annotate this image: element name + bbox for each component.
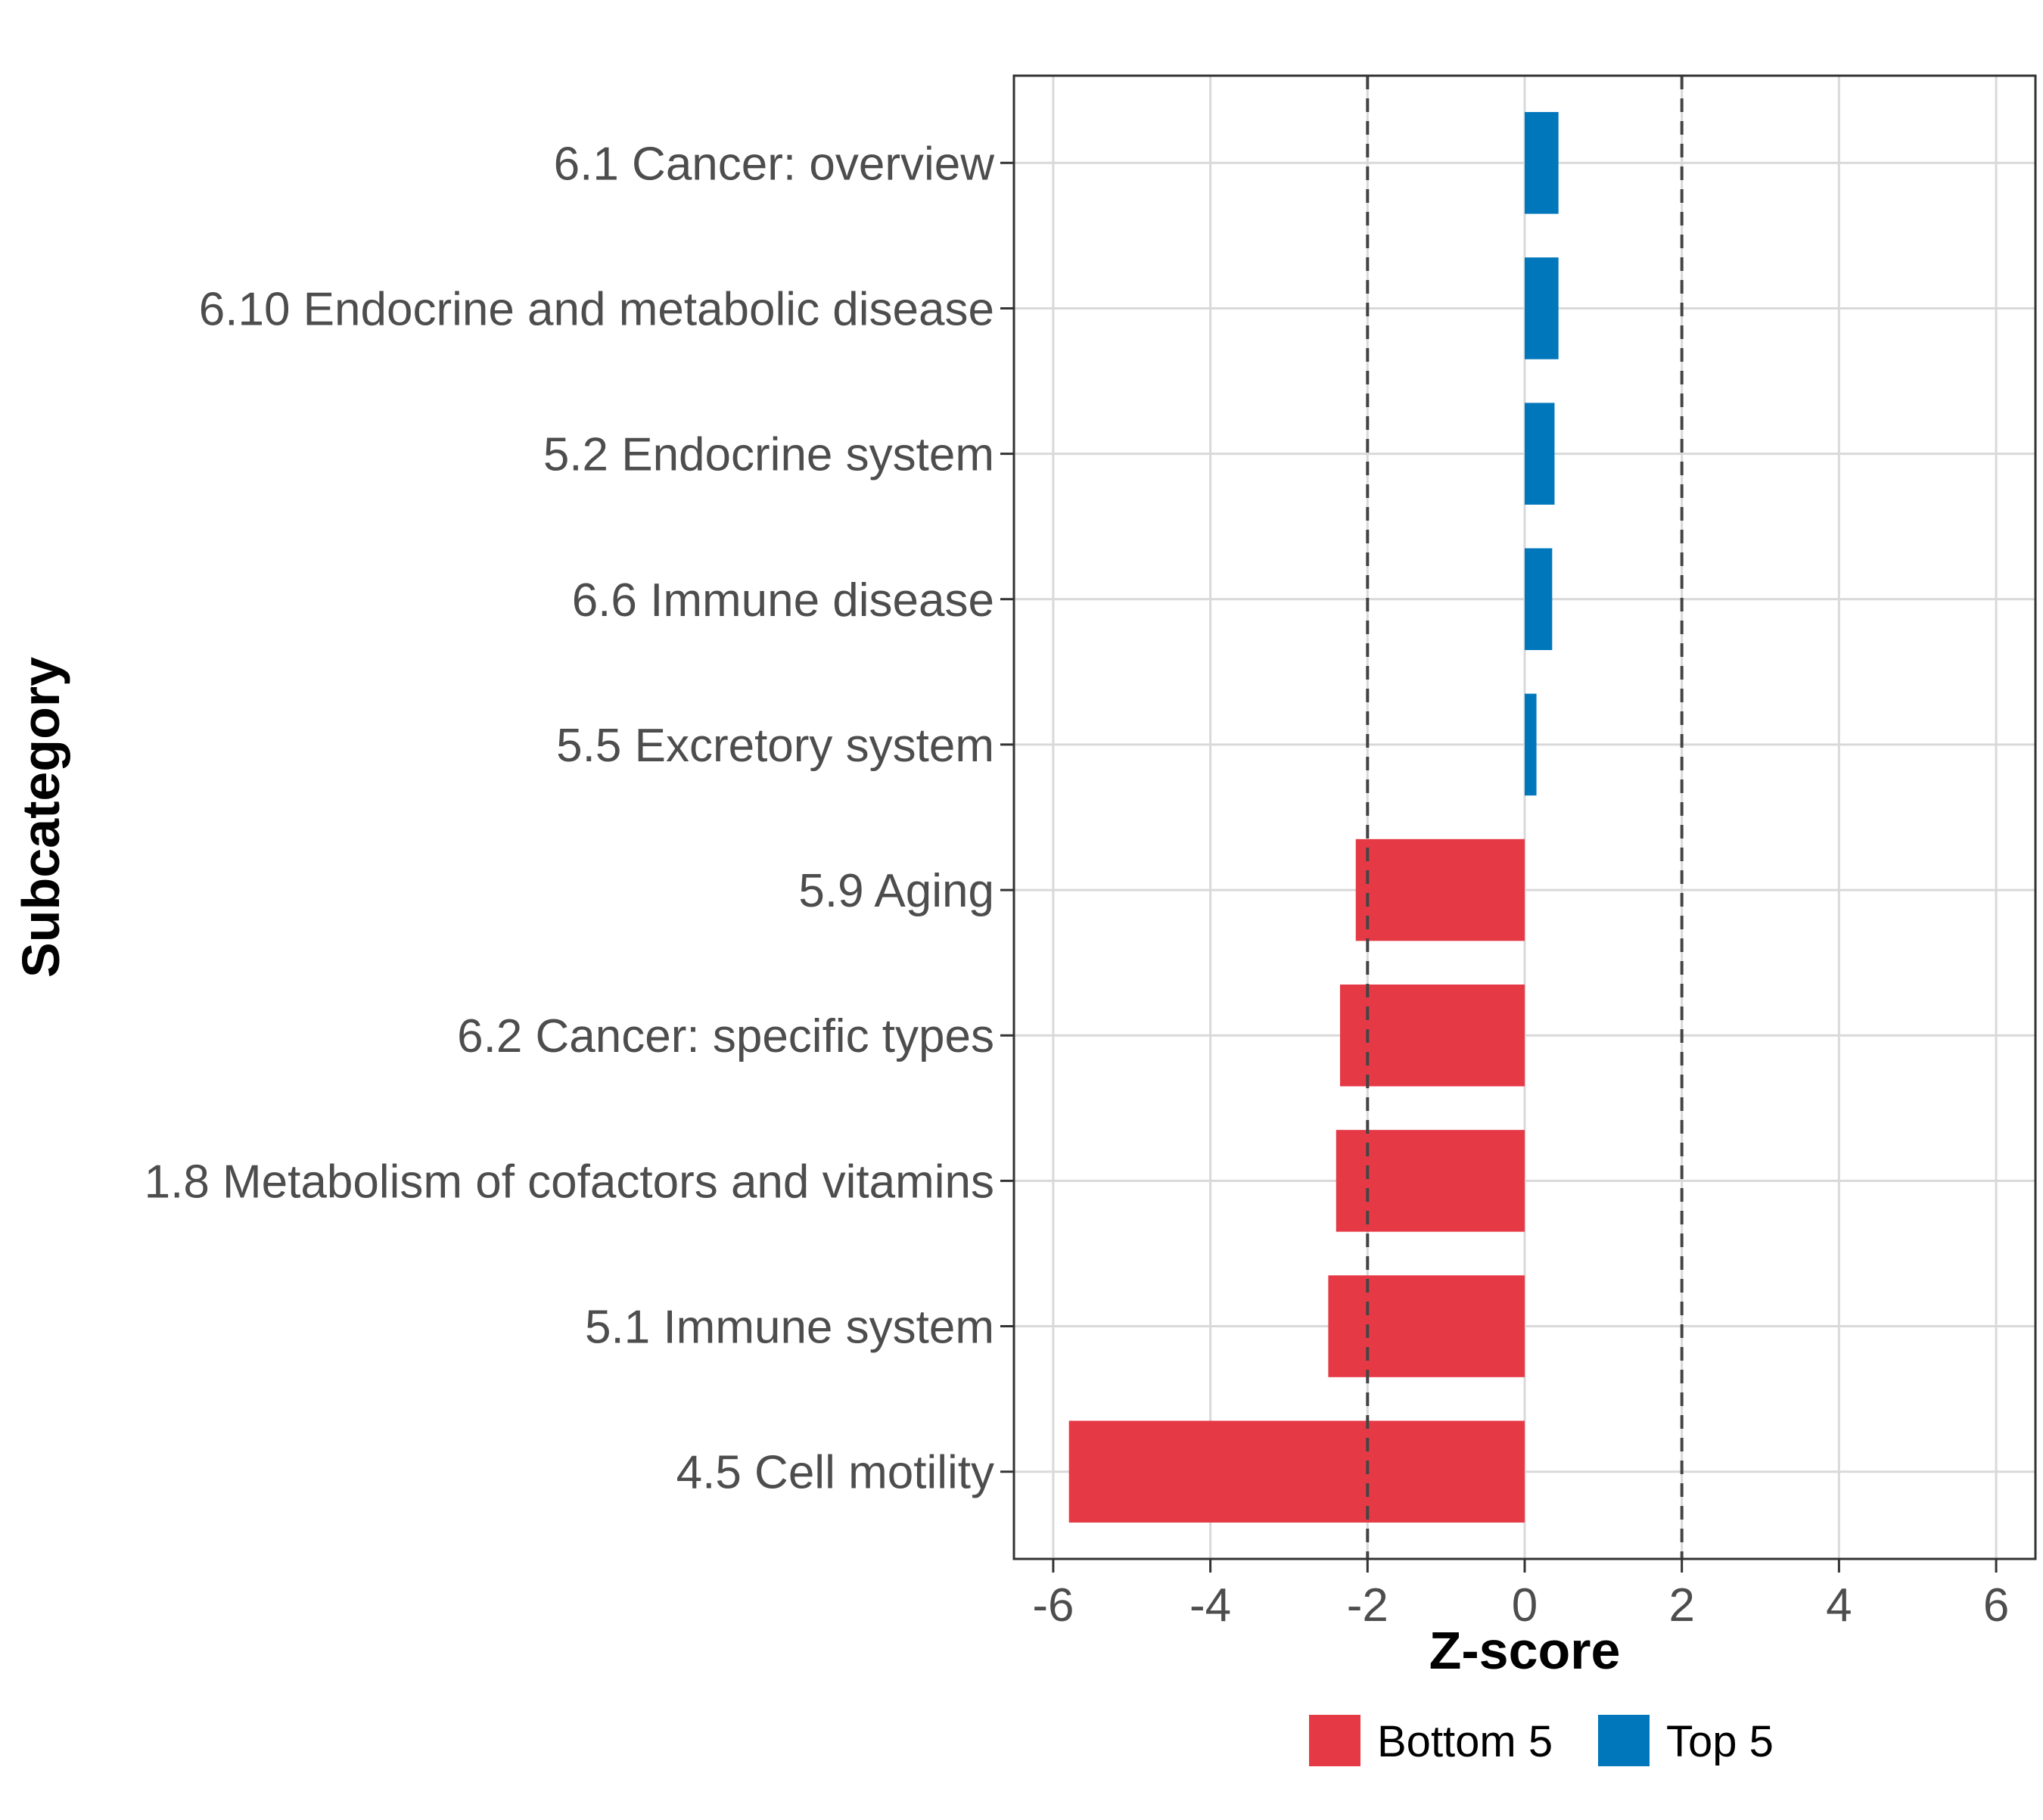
legend-swatch-1: [1309, 1715, 1360, 1766]
legend-label-1: Bottom 5: [1377, 1717, 1553, 1766]
bar-9: [1328, 1275, 1525, 1377]
x-tick-label: 2: [1668, 1579, 1694, 1632]
y-tick-label: 6.1 Cancer: overview: [554, 138, 995, 190]
legend: Bottom 5 Top 5: [1309, 1715, 1774, 1766]
y-tick-label: 6.6 Immune disease: [572, 574, 994, 627]
bar-4: [1525, 548, 1553, 651]
bar-10: [1068, 1420, 1525, 1523]
x-tick-label: -6: [1032, 1579, 1074, 1632]
reference-lines: [1366, 76, 1684, 1559]
y-axis-ticks: 6.1 Cancer: overview 6.10 Endocrine and m…: [145, 138, 1014, 1499]
bar-2: [1525, 257, 1559, 359]
legend-swatch-2: [1598, 1715, 1650, 1766]
bar-6: [1355, 838, 1525, 941]
y-tick-label: 6.10 Endocrine and metabolic disease: [199, 283, 994, 335]
bar-3: [1525, 403, 1555, 505]
bar-1: [1525, 112, 1559, 214]
y-tick-label: 5.1 Immune system: [585, 1302, 994, 1354]
y-tick-label: 4.5 Cell motility: [676, 1447, 994, 1499]
bar-5: [1525, 693, 1537, 796]
bar-8: [1336, 1130, 1525, 1232]
y-tick-label: 5.5 Excretory system: [556, 720, 994, 772]
x-tick-label: -4: [1189, 1579, 1231, 1632]
x-tick-label: 6: [1983, 1579, 2009, 1632]
y-axis-title: Subcategory: [11, 657, 70, 978]
y-tick-label: 1.8 Metabolism of cofactors and vitamins: [145, 1156, 994, 1208]
x-tick-label: 4: [1826, 1579, 1852, 1632]
bar-7: [1339, 984, 1525, 1087]
y-tick-label: 5.9 Aging: [798, 865, 994, 917]
legend-label-2: Top 5: [1666, 1717, 1774, 1766]
y-tick-label: 6.2 Cancer: specific types: [457, 1010, 994, 1062]
x-tick-label: 0: [1512, 1579, 1538, 1632]
x-tick-label: -2: [1347, 1579, 1388, 1632]
x-axis-title: Z-score: [1429, 1621, 1621, 1680]
x-axis-ticks: -6 -4 -2 0 2 4 6: [1032, 1559, 2009, 1632]
y-tick-label: 5.2 Endocrine system: [543, 429, 994, 481]
bar-layer: [1068, 112, 1559, 1523]
